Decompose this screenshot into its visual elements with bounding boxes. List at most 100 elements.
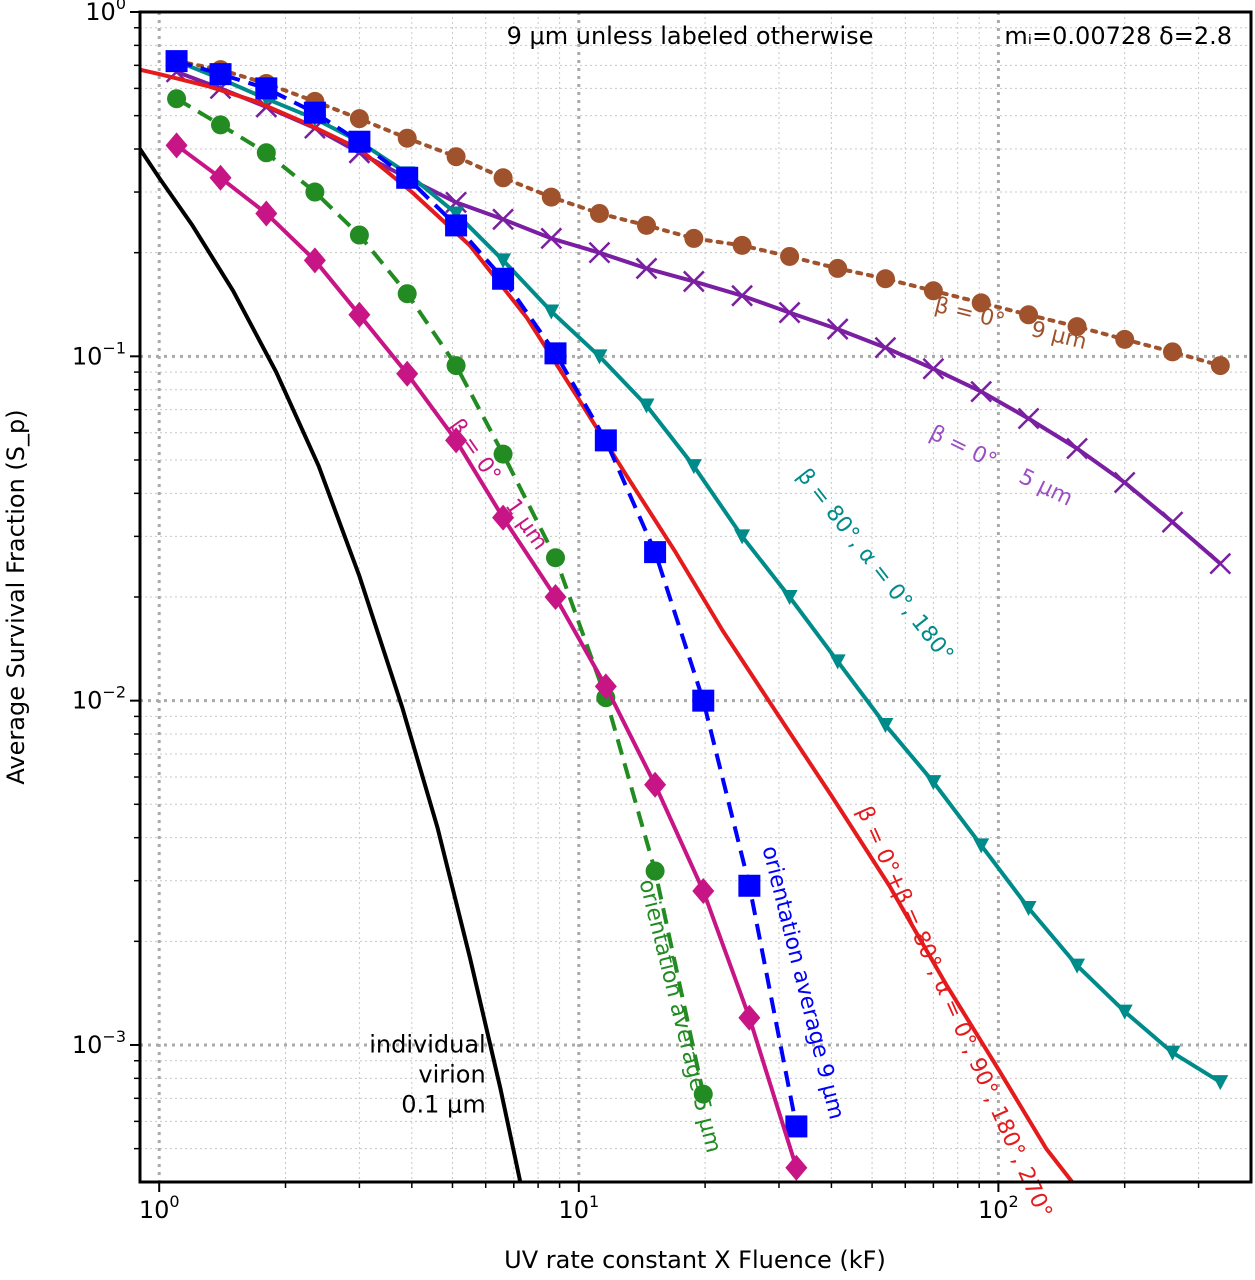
- series-line-beta80-alpha0-180: [175, 59, 1222, 1084]
- data-point-beta80-alpha0-180: [543, 304, 560, 320]
- data-point-orientation-average-9um: [396, 166, 419, 189]
- curve-label-line: β = 80°, α = 0°, 180°: [792, 464, 958, 667]
- data-point-beta0-1um: [738, 1004, 761, 1031]
- data-point-beta0-9um: [589, 203, 609, 223]
- y-tick-label: 10−2: [72, 683, 126, 715]
- y-tick-label: 10−3: [72, 1027, 126, 1059]
- data-point-beta0-9um: [1019, 305, 1039, 325]
- grid: [140, 10, 1251, 1182]
- data-point-orientation-average-5um: [167, 89, 187, 109]
- series-beta0-1um: [165, 132, 808, 1181]
- data-point-orientation-average-5um: [493, 444, 513, 464]
- data-point-orientation-average-9um: [303, 101, 326, 124]
- data-point-orientation-average-9um: [165, 50, 188, 73]
- data-point-beta0-9um: [1067, 317, 1087, 337]
- curve-label-line: individual: [369, 1031, 485, 1059]
- data-point-beta0-5um: [682, 270, 705, 293]
- data-point-beta80-alpha0-180: [1164, 1045, 1181, 1061]
- curve-label: β = 0°9 μm: [932, 293, 1089, 355]
- data-point-beta80-alpha0-180: [829, 654, 846, 670]
- header-annotation-left: 9 μm unless labeled otherwise: [507, 22, 874, 50]
- data-point-beta0-1um: [255, 200, 278, 227]
- data-point-beta0-9um: [446, 147, 466, 167]
- data-point-orientation-average-9um: [544, 342, 567, 365]
- data-point-orientation-average-5um: [305, 182, 325, 202]
- data-point-beta80-alpha0-180: [973, 838, 990, 854]
- data-point-beta0-5um: [588, 241, 611, 264]
- y-axis-label: Average Survival Fraction (S_p): [2, 409, 30, 784]
- data-point-orientation-average-5um: [211, 115, 231, 135]
- data-point-orientation-average-9um: [738, 874, 761, 897]
- data-point-beta0-5um: [540, 227, 563, 250]
- data-point-beta0-1um: [209, 164, 232, 191]
- data-point-orientation-average-5um: [397, 284, 417, 304]
- series-orientation-average-9um: [165, 50, 808, 1138]
- data-point-beta80-alpha0-180: [638, 398, 655, 414]
- curve-label: β = 80°, α = 0°, 180°: [792, 464, 958, 667]
- series-line-beta0-1um: [175, 143, 799, 1169]
- data-point-beta80-alpha0-180: [591, 349, 608, 365]
- data-point-beta0-5um: [1113, 471, 1136, 494]
- curve-label: β = 0°1 μm: [444, 415, 553, 555]
- data-point-beta0-5um: [922, 357, 945, 380]
- data-point-beta80-alpha0-180: [877, 717, 894, 733]
- data-point-orientation-average-9um: [692, 689, 715, 712]
- data-point-orientation-average-9um: [255, 77, 278, 100]
- data-point-beta0-5um: [874, 336, 897, 359]
- data-point-beta0-1um: [594, 673, 617, 700]
- data-point-beta80-alpha0-180: [1116, 1004, 1133, 1020]
- data-point-beta0-5um: [635, 257, 658, 280]
- data-point-beta0-1um: [692, 878, 715, 905]
- data-point-beta0-9um: [923, 281, 943, 301]
- data-point-beta0-5um: [826, 318, 849, 340]
- data-point-beta80-alpha0-180: [734, 529, 751, 545]
- data-point-beta80-alpha0-180: [781, 590, 798, 605]
- data-point-orientation-average-9um: [445, 214, 468, 237]
- data-point-orientation-average-5um: [256, 143, 276, 163]
- curve-label: β = 0°+β = 80°, α = 0°, 90°, 180°, 270°: [851, 803, 1056, 1223]
- axis-ticks: 100 101 102 100 10−1 10−2 10−3: [72, 0, 1200, 1224]
- data-point-beta80-alpha0-180: [925, 775, 942, 791]
- header-annotation-right: mᵢ=0.00728 δ=2.8: [1004, 22, 1232, 50]
- data-point-beta0-9um: [875, 269, 895, 289]
- data-point-beta0-9um: [1115, 329, 1135, 349]
- series-line-beta0-9um: [174, 59, 1223, 368]
- data-point-beta0-5um: [731, 284, 753, 307]
- data-point-beta0-9um: [732, 235, 752, 255]
- data-point-beta0-1um: [396, 360, 419, 387]
- data-point-beta0-9um: [541, 187, 561, 207]
- x-tick-label: 101: [558, 1192, 599, 1224]
- data-point-beta0-1um: [303, 247, 326, 274]
- data-point-beta0-1um: [544, 584, 567, 610]
- data-point-beta0-5um: [1066, 437, 1088, 460]
- data-point-beta0-5um: [1161, 511, 1184, 533]
- data-point-beta0-9um: [684, 228, 704, 248]
- data-point-beta80-alpha0-180: [448, 206, 465, 222]
- data-point-beta0-9um: [493, 168, 513, 188]
- curve-label-line: 5 μm: [1015, 464, 1077, 511]
- data-point-beta0-1um: [785, 1154, 808, 1181]
- y-tick-label: 100: [85, 0, 126, 26]
- data-point-orientation-average-9um: [492, 267, 515, 290]
- data-point-beta0-9um: [780, 246, 800, 266]
- data-point-beta80-alpha0-180: [1069, 958, 1086, 974]
- data-point-orientation-average-5um: [645, 861, 665, 881]
- data-point-beta0-9um: [636, 215, 656, 235]
- data-point-beta0-1um: [492, 504, 515, 531]
- data-point-beta0-5um: [970, 380, 993, 403]
- curve-label-line: β = 0°: [925, 421, 1000, 475]
- data-point-orientation-average-5um: [349, 225, 369, 245]
- data-point-beta0-5um: [492, 208, 514, 231]
- data-point-orientation-average-9um: [594, 429, 617, 452]
- series-line-individual-virion: [140, 147, 523, 1182]
- data-point-beta80-alpha0-180: [1020, 900, 1037, 916]
- curve-label: individual virion 0.1 μm: [369, 1031, 485, 1119]
- data-point-beta0-5um: [1017, 407, 1040, 430]
- x-tick-label: 100: [139, 1192, 180, 1224]
- series-layer: [140, 50, 1232, 1182]
- data-point-beta0-9um: [828, 258, 848, 278]
- data-point-orientation-average-5um: [545, 548, 565, 568]
- data-point-beta0-9um: [1163, 342, 1183, 362]
- data-point-beta0-1um: [644, 771, 667, 798]
